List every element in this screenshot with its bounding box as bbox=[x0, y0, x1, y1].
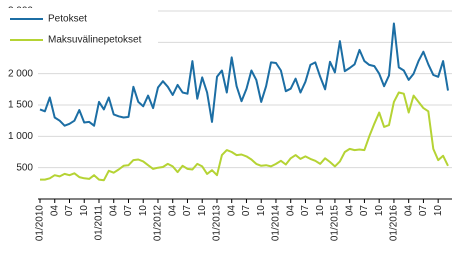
series-line bbox=[39, 22, 449, 127]
x-tick-label: 04 bbox=[167, 205, 178, 217]
legend-box bbox=[8, 8, 158, 50]
x-tick-label: 01/2015 bbox=[330, 205, 341, 242]
x-tick-label: 04 bbox=[403, 205, 414, 217]
x-tick-label: 10 bbox=[433, 205, 444, 217]
series-line bbox=[40, 91, 449, 182]
x-tick-label: 01/2011 bbox=[94, 205, 105, 241]
y-tick-label: 500 bbox=[16, 162, 33, 173]
x-tick-label: 10 bbox=[138, 205, 149, 217]
x-tick-label: 04 bbox=[108, 205, 119, 217]
x-tick-label: 04 bbox=[49, 205, 60, 217]
y-tick-label: 1 500 bbox=[8, 100, 33, 111]
x-tick-label: 07 bbox=[64, 205, 75, 217]
x-tick-label: 10 bbox=[197, 205, 208, 217]
x-tick-label: 10 bbox=[79, 205, 90, 217]
x-tick-label: 01/2014 bbox=[271, 205, 282, 242]
x-tick-label: 10 bbox=[256, 205, 267, 217]
x-tick-label: 07 bbox=[418, 205, 429, 217]
x-tick-label: 04 bbox=[285, 205, 296, 217]
x-tick-label: 01/2012 bbox=[153, 205, 164, 242]
y-tick-label: 1 000 bbox=[8, 131, 33, 142]
x-tick-label: 10 bbox=[315, 205, 326, 217]
x-tick-label: 01/2010 bbox=[35, 205, 46, 242]
x-tick-label: 07 bbox=[359, 205, 370, 217]
x-tick-label: 04 bbox=[344, 205, 355, 217]
x-tick-label: 07 bbox=[300, 205, 311, 217]
x-tick-label: 07 bbox=[241, 205, 252, 217]
x-tick-label: 01/2016 bbox=[389, 205, 400, 242]
x-tick-label: 04 bbox=[226, 205, 237, 217]
y-tick-label: 2 000 bbox=[8, 68, 33, 79]
x-tick-label: 07 bbox=[123, 205, 134, 217]
x-tick-label: 07 bbox=[182, 205, 193, 217]
x-tick-label: 10 bbox=[374, 205, 385, 217]
legend-label: Maksuvälinepetokset bbox=[48, 35, 142, 46]
legend-label: Petokset bbox=[48, 14, 87, 25]
x-tick-label: 01/2013 bbox=[212, 205, 223, 242]
